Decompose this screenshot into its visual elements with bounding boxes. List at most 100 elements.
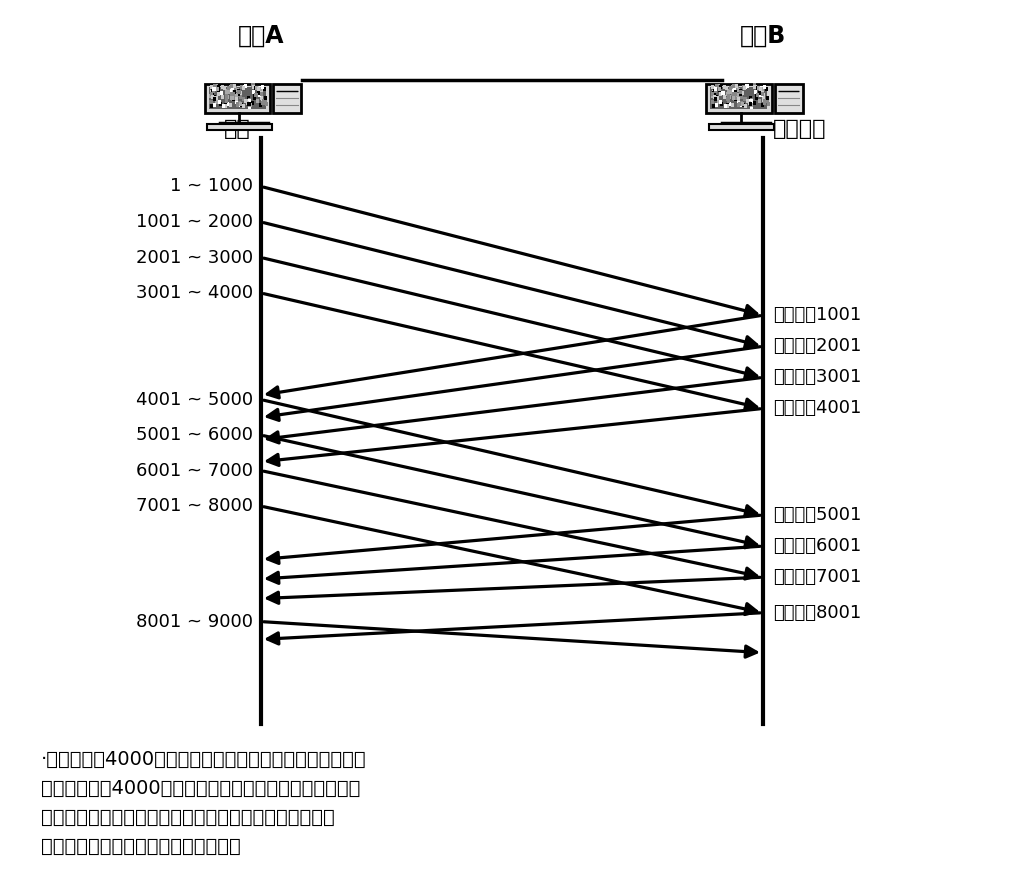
Bar [741,91,744,95]
Text: 5001 ~ 6000: 5001 ~ 6000 [136,426,253,444]
Bar [741,85,744,89]
Bar [750,99,753,102]
Bar [221,95,224,99]
Bar [218,102,221,107]
Bar [754,90,757,94]
Bar [254,86,257,90]
Bar [756,86,759,90]
Bar [210,84,213,89]
Bar [732,96,735,100]
Bar [735,83,738,88]
Bar [743,85,746,90]
Bar [757,86,760,90]
Bar [248,101,251,106]
Bar [234,93,238,98]
Bar [734,97,737,101]
Bar [261,100,264,105]
Bar [715,97,718,100]
Bar [233,84,237,89]
Bar [229,84,232,89]
Bar [233,96,237,99]
Bar [743,97,746,100]
Bar [766,99,769,103]
Bar [712,84,715,89]
Bar [217,84,220,89]
Bar [256,99,259,103]
Bar [740,103,743,107]
Bar [737,100,740,104]
Bar [749,96,752,100]
Bar [765,87,768,91]
Bar [731,103,734,107]
Bar [734,91,737,96]
Bar [240,91,243,95]
Bar [259,87,262,91]
Bar [232,91,236,94]
Bar [734,90,737,93]
Bar [731,84,734,89]
Bar [749,101,752,105]
Bar [209,94,212,99]
Bar [236,100,239,104]
Bar [715,95,718,99]
Bar [740,101,743,106]
Text: 3001 ~ 4000: 3001 ~ 4000 [136,284,253,302]
Bar [763,99,766,102]
Bar [756,92,759,97]
Bar [238,91,241,94]
Bar [735,96,738,99]
Text: 下一个是8001: 下一个是8001 [773,604,861,622]
Bar [229,103,232,107]
Bar [758,99,761,103]
Bar [712,92,715,96]
Bar [714,89,717,93]
Bar [226,102,229,106]
Bar [736,93,739,98]
Bar [217,92,220,97]
Bar [717,100,720,104]
Text: 1 ~ 1000: 1 ~ 1000 [170,178,253,195]
Bar [726,92,729,96]
Bar [213,103,216,107]
Text: 下一个是1001: 下一个是1001 [773,306,861,324]
Bar [730,89,733,92]
Bar [224,103,227,107]
Bar [712,100,715,104]
Text: 主机B: 主机B [739,23,786,48]
Bar [753,100,756,105]
Bar [231,93,234,98]
Bar [260,92,263,97]
Bar [728,102,731,106]
Bar [212,89,215,93]
Bar [745,84,749,88]
Bar [255,86,258,90]
Bar [740,102,743,107]
Bar [248,105,251,108]
Text: 6001 ~ 7000: 6001 ~ 7000 [136,462,253,480]
Bar [230,86,233,91]
Bar [763,100,766,105]
Bar [254,92,257,97]
Bar [761,103,764,107]
Bar [716,96,719,100]
Bar [236,89,239,92]
Bar [247,101,250,105]
Bar [242,86,245,90]
Bar [712,105,715,108]
Text: 4001 ~ 5000: 4001 ~ 5000 [136,391,253,408]
Bar [242,85,245,90]
Text: 下一个是3001: 下一个是3001 [773,369,861,386]
Bar [260,89,263,92]
Bar [272,83,301,113]
Bar [727,90,730,93]
Bar [713,95,716,99]
Bar [762,96,765,99]
Bar [222,104,225,108]
Bar [232,91,236,96]
Bar [761,85,764,90]
Bar [755,94,758,98]
Bar [252,85,255,89]
Bar [737,89,740,92]
Bar [252,83,255,88]
Bar [720,100,723,105]
